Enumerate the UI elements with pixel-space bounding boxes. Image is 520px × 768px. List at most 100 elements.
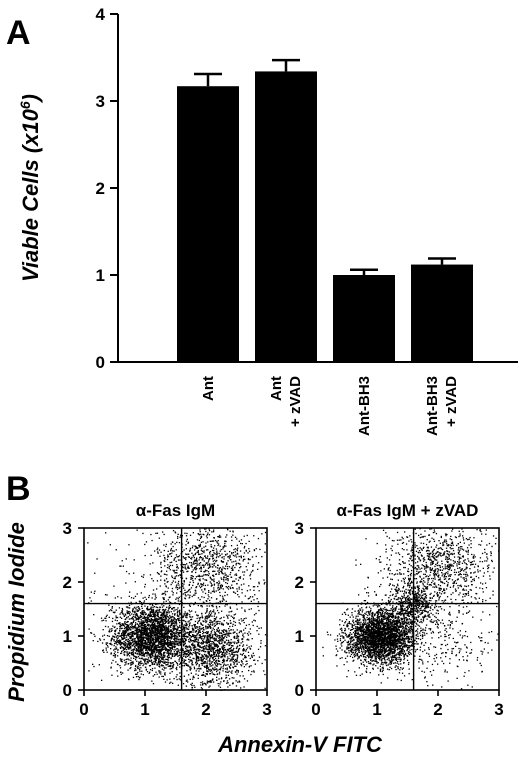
scatter-point xyxy=(120,627,122,630)
scatter-point xyxy=(217,602,219,604)
scatter-point xyxy=(150,627,152,629)
scatter-point xyxy=(214,668,216,670)
scatter-point xyxy=(212,566,214,568)
scatter-point xyxy=(253,614,256,616)
scatter-point xyxy=(231,553,233,555)
scatter-point xyxy=(138,662,140,664)
scatter-point xyxy=(158,670,160,672)
scatter-point xyxy=(192,640,194,642)
scatter-point xyxy=(232,623,234,625)
scatter-point xyxy=(127,635,130,637)
scatter-point xyxy=(124,645,126,647)
scatter-point xyxy=(187,664,189,666)
scatter-point xyxy=(228,665,231,668)
scatter-point xyxy=(174,543,176,545)
scatter-point xyxy=(119,644,122,646)
scatter-point xyxy=(122,565,124,567)
scatter-point xyxy=(218,536,220,538)
scatter-point xyxy=(114,654,116,657)
scatter-point xyxy=(195,568,197,570)
scatter-point xyxy=(149,603,151,606)
scatter-point xyxy=(184,626,186,628)
scatter-point xyxy=(215,645,217,648)
scatter-point xyxy=(150,606,152,608)
scatter-point xyxy=(172,530,175,532)
scatter-point xyxy=(129,611,131,613)
scatter-point xyxy=(176,622,178,624)
scatter-point xyxy=(151,616,153,618)
scatter-point xyxy=(175,649,177,651)
scatter-point xyxy=(174,621,176,623)
scatter-point xyxy=(232,653,234,656)
scatter-point xyxy=(167,653,170,656)
scatter-point xyxy=(231,610,233,612)
scatter-point xyxy=(172,664,174,666)
scatter-point xyxy=(235,661,237,663)
scatter-point xyxy=(133,607,136,609)
scatter-point xyxy=(143,630,145,632)
scatter-point xyxy=(173,577,175,580)
scatter-point xyxy=(137,648,140,650)
scatter-point xyxy=(190,564,192,567)
scatter-point xyxy=(256,625,258,628)
scatter-point xyxy=(197,626,199,628)
scatter-point xyxy=(199,598,201,601)
scatter-point xyxy=(163,554,165,557)
scatter-point xyxy=(133,638,135,640)
bar xyxy=(333,275,395,362)
scatter-point xyxy=(238,576,240,579)
scatter-point xyxy=(135,632,137,635)
scatter-point xyxy=(158,635,160,637)
scatter-point xyxy=(240,630,242,632)
scatter-point xyxy=(258,583,260,585)
scatter-point xyxy=(206,640,208,642)
scatter-point xyxy=(186,563,188,565)
scatter-point xyxy=(170,616,172,618)
scatter-point xyxy=(208,596,210,598)
scatter-point xyxy=(131,617,134,619)
scatter-point xyxy=(179,679,182,681)
scatter-point xyxy=(182,662,184,664)
scatter-point xyxy=(145,649,147,651)
scatter-point xyxy=(148,665,151,667)
scatter-point xyxy=(163,635,165,637)
scatter-point xyxy=(203,566,205,568)
scatter-point xyxy=(202,582,205,584)
scatter-point xyxy=(242,633,244,635)
scatter-point xyxy=(177,598,180,600)
scatter-point xyxy=(174,638,176,640)
scatter-point xyxy=(154,656,157,658)
scatter-point xyxy=(176,611,179,613)
scatter-point xyxy=(204,683,207,685)
scatter-point xyxy=(189,614,191,616)
scatter-point xyxy=(119,658,122,660)
scatter-point xyxy=(200,605,202,607)
scatter-point xyxy=(209,636,211,638)
scatter-point xyxy=(245,664,247,666)
scatter-point xyxy=(189,651,191,653)
scatter-point xyxy=(229,530,231,532)
scatter-point xyxy=(207,598,209,600)
scatter-point xyxy=(164,673,166,675)
scatter-point xyxy=(250,665,252,667)
scatter-point xyxy=(137,667,139,670)
scatter-point xyxy=(176,614,179,616)
scatter-point xyxy=(169,644,171,646)
scatter-point xyxy=(163,639,166,641)
scatter-point xyxy=(188,639,190,641)
scatter-point xyxy=(223,663,225,665)
scatter-point xyxy=(219,545,221,547)
scatter-point xyxy=(122,649,124,652)
scatter-point xyxy=(134,647,136,649)
category-label-line1: Ant xyxy=(268,376,285,401)
scatter-point xyxy=(209,558,211,560)
scatter-point xyxy=(252,565,254,567)
scatter-point xyxy=(146,650,149,652)
scatter-point xyxy=(207,646,209,648)
scatter-point xyxy=(213,611,215,613)
scatter-point xyxy=(133,632,135,634)
scatter-point xyxy=(246,647,249,649)
scatter-point xyxy=(158,642,160,645)
scatter-point xyxy=(198,670,200,672)
